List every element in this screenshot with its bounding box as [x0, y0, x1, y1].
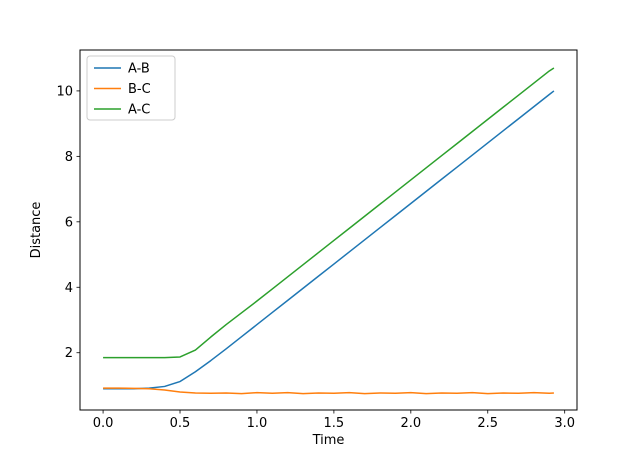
x-tick-label: 3.0 [554, 416, 575, 431]
x-tick-label: 2.5 [477, 416, 498, 431]
legend-entry: A-C [94, 103, 150, 118]
plot-border [79, 49, 578, 411]
legend-box [86, 55, 176, 121]
x-tick-label: 0.0 [93, 416, 114, 431]
y-tick-label: 8 [65, 150, 73, 165]
legend: A-B B-C A-C [86, 55, 176, 121]
x-tick-label: 1.5 [324, 416, 345, 431]
y-tick-label: 6 [65, 215, 73, 230]
y-tick-label: 4 [65, 281, 73, 296]
y-axis-label: Distance [29, 202, 44, 259]
x-axis-label: Time [312, 433, 345, 448]
legend-entry: A-B [94, 62, 150, 77]
legend-label: A-C [128, 103, 150, 118]
series-line-A-C [103, 67, 555, 359]
legend-label: A-B [128, 62, 150, 77]
x-tick-label: 0.5 [170, 416, 191, 431]
y-tick-label: 10 [56, 84, 73, 99]
legend-label: B-C [128, 82, 151, 97]
x-tick-label: 1.0 [247, 416, 268, 431]
y-tick-label: 2 [65, 346, 73, 361]
series-line-A-B [103, 90, 555, 390]
x-tick-label: 2.0 [400, 416, 421, 431]
series-line-B-C [103, 387, 554, 395]
legend-entry: B-C [94, 82, 151, 97]
